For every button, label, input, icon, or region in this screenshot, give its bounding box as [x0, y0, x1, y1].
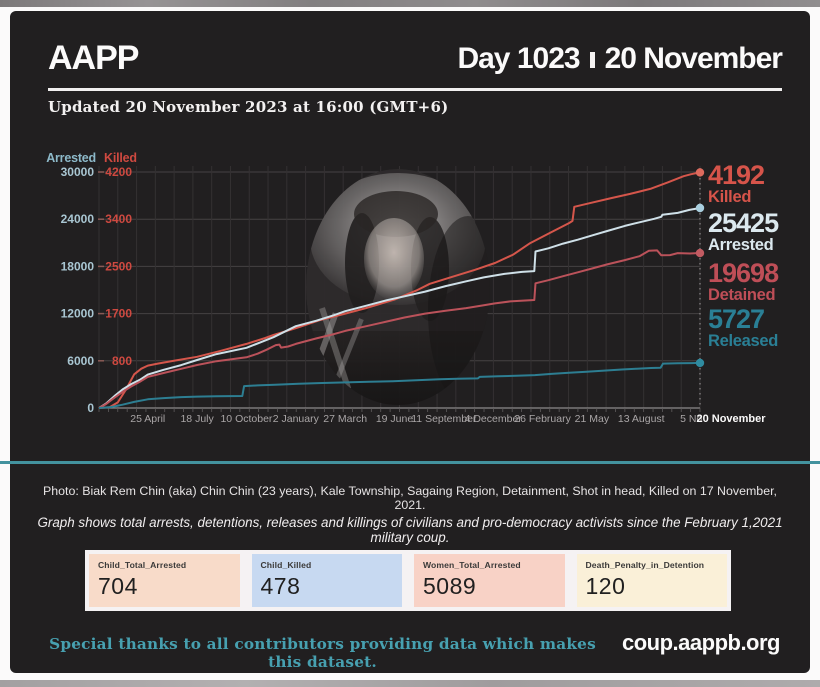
svg-text:13 August: 13 August: [618, 413, 665, 425]
stat-card-death-penalty: Death_Penalty_in_Detention 120: [576, 554, 727, 607]
site-link[interactable]: coup.aappb.org: [622, 630, 781, 655]
stat-value: 478: [260, 573, 301, 599]
day-title: Day 1023 20 November: [457, 42, 783, 76]
teal-divider: [0, 461, 820, 464]
arrested-total-label: 25425 Arrested: [708, 208, 779, 254]
svg-text:5 No: 5 No: [680, 413, 702, 425]
svg-text:27 March: 27 March: [323, 413, 367, 425]
trend-chart: 0 6000 12000 18000 24000 30000 800 1700 2500 3400…: [61, 165, 767, 425]
series-arrested: [98, 207, 701, 409]
infographic-card: AAPP Day 1023 20 November Updated 20 Nove…: [10, 11, 810, 673]
svg-text:30000: 30000: [61, 165, 95, 179]
svg-text:10 October: 10 October: [220, 413, 272, 425]
stat-label: Women_Total_Arrested: [423, 560, 521, 570]
released-total-label: 5727 Released: [708, 304, 779, 350]
stat-card-child-killed: Child_Killed 478: [251, 554, 402, 607]
arrested-axis-title: Arrested: [46, 151, 96, 165]
detained-total-label: 19698 Detained: [708, 258, 779, 304]
graph-note: Graph shows total arrests, detentions, r…: [37, 515, 783, 545]
stat-value: 120: [585, 573, 626, 599]
svg-text:25 April: 25 April: [130, 413, 165, 425]
svg-text:4200: 4200: [105, 165, 132, 179]
released-total-name: Released: [708, 331, 779, 350]
stat-card-child-arrested: Child_Total_Arrested 704: [89, 554, 240, 607]
svg-text:2 January: 2 January: [273, 413, 320, 425]
svg-text:3400: 3400: [105, 212, 132, 226]
killed-total-value: 4192: [708, 160, 765, 190]
arrested-total-name: Arrested: [708, 235, 774, 254]
stat-strip: Child_Total_Arrested 704 Child_Killed 47…: [85, 550, 731, 611]
svg-text:18 July: 18 July: [180, 413, 214, 425]
svg-text:18000: 18000: [61, 259, 95, 273]
svg-text:6000: 6000: [67, 354, 94, 368]
detained-total-name: Detained: [708, 285, 776, 304]
bottom-edge-strip: [0, 680, 820, 687]
series-detained: [98, 249, 701, 409]
series-endpoint-arrested: [695, 203, 705, 213]
stat-label: Death_Penalty_in_Detention: [585, 560, 705, 570]
svg-text:12000: 12000: [61, 307, 95, 321]
stat-label: Child_Killed: [260, 560, 312, 570]
svg-text:1700: 1700: [105, 307, 132, 321]
series-released: [98, 361, 701, 409]
svg-text:20 November: 20 November: [696, 413, 766, 425]
killed-axis-title: Killed: [104, 151, 137, 165]
stat-value: 704: [98, 573, 138, 599]
aapp-logo: AAPP: [48, 39, 139, 77]
stat-card-women-arrested: Women_Total_Arrested 5089: [414, 554, 565, 607]
svg-text:26 February: 26 February: [514, 413, 571, 425]
title-date: 20 November: [604, 42, 783, 75]
top-edge-strip: [0, 0, 820, 7]
victim-photo: [306, 169, 490, 405]
svg-text:0: 0: [87, 401, 94, 415]
killed-total-name: Killed: [708, 187, 752, 206]
killed-total-label: 4192 Killed: [708, 160, 765, 206]
svg-text:2500: 2500: [105, 259, 132, 273]
arrested-total-value: 25425: [708, 208, 779, 238]
series-endpoint-released: [695, 358, 705, 368]
thanks-text: Special thanks to all contributors provi…: [49, 635, 596, 671]
photo-caption: Photo: Biak Rem Chin (aka) Chin Chin (23…: [43, 484, 777, 512]
svg-text:4 December: 4 December: [465, 413, 523, 425]
series-endpoint-killed: [695, 168, 705, 177]
detained-total-value: 19698: [708, 258, 779, 288]
svg-text:21 May: 21 May: [575, 413, 610, 425]
title-separator: [589, 52, 595, 68]
released-total-value: 5727: [708, 304, 765, 334]
header-rule: [48, 88, 782, 91]
stat-label: Child_Total_Arrested: [98, 560, 187, 570]
series-endpoint-detained: [695, 248, 705, 258]
stat-value: 5089: [423, 573, 477, 599]
updated-text: Updated 20 November 2023 at 16:00 (GMT+6…: [48, 98, 449, 116]
day-count: Day 1023: [457, 42, 580, 75]
svg-text:11 September: 11 September: [411, 413, 477, 425]
svg-text:19 June: 19 June: [376, 413, 414, 425]
svg-text:24000: 24000: [61, 212, 95, 226]
svg-text:800: 800: [112, 354, 132, 368]
